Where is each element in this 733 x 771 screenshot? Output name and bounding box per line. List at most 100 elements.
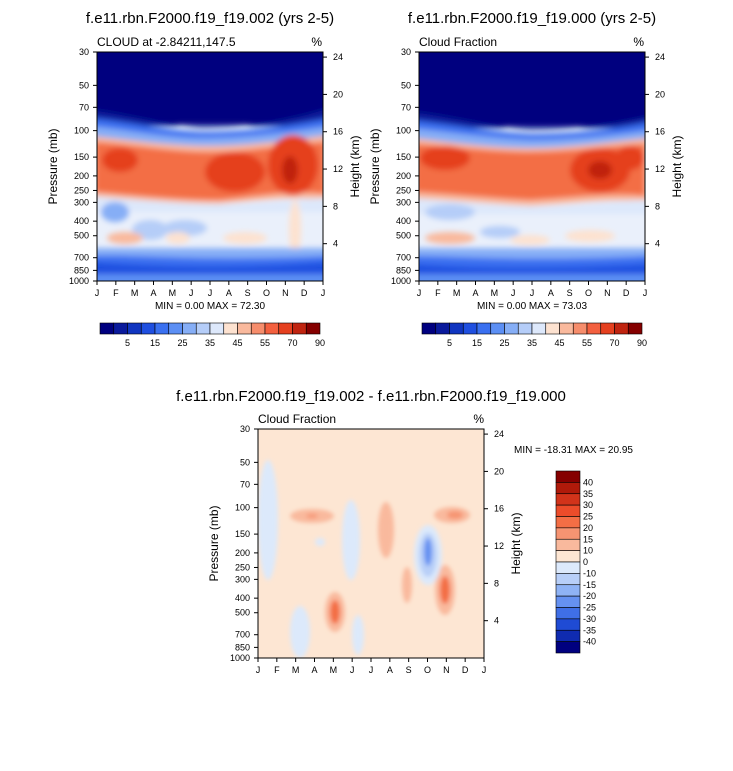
- panel-c-pressure-tick-label: 400: [235, 593, 250, 603]
- panel-a-height-tick-label: 8: [333, 201, 338, 211]
- panel-c-pressure-tick-label: 1000: [230, 653, 250, 663]
- panel-c-month-tick-label: S: [406, 665, 412, 675]
- panel-a-colorbar-swatch: [250, 322, 266, 335]
- panel-a-pressure-tick-label: 50: [79, 80, 89, 90]
- panel-c-month-tick-label: A: [387, 665, 393, 675]
- panel-a-month-tick-label: F: [113, 288, 119, 298]
- panel-c-height-tick-label: 8: [494, 578, 499, 588]
- panel-c-colorbar-swatch: [555, 470, 581, 483]
- panel-a-pressure-tick-label: 1000: [69, 276, 89, 286]
- panel-c-month-tick-label: J: [482, 665, 487, 675]
- panel-b-units-label: %: [633, 35, 644, 49]
- panel-c-month-tick-label: F: [274, 665, 280, 675]
- panel-b-colorbar-label: 35: [527, 338, 537, 348]
- panel-a-pressure-tick-label: 250: [74, 185, 89, 195]
- panel-c-colorbar-label: -30: [583, 614, 596, 624]
- panel-a-colorbar-swatch: [127, 322, 142, 335]
- panel-b-colorbar-swatch: [421, 322, 437, 335]
- panel-b-month-tick-label: J: [417, 288, 422, 298]
- panel-b-month-tick-label: A: [548, 288, 554, 298]
- panel-a-pressure-tick-label: 70: [79, 102, 89, 112]
- panel-b-variable-label: Cloud Fraction: [419, 35, 497, 49]
- panel-a-height-tick-label: 24: [333, 52, 343, 62]
- panel-b-month-tick-label: O: [585, 288, 592, 298]
- panel-b-colorbar-swatch: [545, 322, 560, 335]
- panel-a-colorbar-swatch: [182, 322, 197, 335]
- panel-b-pressure-tick-label: 50: [401, 80, 411, 90]
- panel-c-height-tick-label: 20: [494, 466, 504, 476]
- panel-c-colorbar-swatch: [555, 618, 581, 631]
- panel-b-month-tick-label: J: [530, 288, 535, 298]
- panel-c-colorbar-swatch: [555, 629, 581, 642]
- panel-c-pressure-tick-label: 850: [235, 642, 250, 652]
- panel-c-colorbar-label: -40: [583, 637, 596, 647]
- panel-c-month-tick-label: N: [443, 665, 450, 675]
- panel-b-colorbar-swatch: [435, 322, 450, 335]
- panel-c-height-tick-label: 12: [494, 541, 504, 551]
- panel-b-height-tick-label: 8: [655, 201, 660, 211]
- panel-b-height-tick-label: 4: [655, 239, 660, 249]
- panel-a-height-tick-label: 20: [333, 89, 343, 99]
- panel-c-variable-label: Cloud Fraction: [258, 412, 336, 426]
- panel-b-month-tick-label: S: [567, 288, 573, 298]
- panel-a-colorbar-swatch: [305, 322, 321, 335]
- panel-c-colorbar-swatch: [555, 493, 581, 506]
- panel-b-month-tick-label: J: [511, 288, 516, 298]
- panel-b-pressure-tick-label: 400: [396, 216, 411, 226]
- panel-a: f.e11.rbn.F2000.f19_f19.002 (yrs 2-5) CL…: [86, 10, 334, 282]
- panel-c-height-tick-label: 4: [494, 616, 499, 626]
- panel-c-month-tick-label: J: [350, 665, 355, 675]
- panel-a-units-label: %: [311, 35, 322, 49]
- panel-c-contour-field: [258, 429, 484, 658]
- panel-c-colorbar-label: 40: [583, 477, 593, 487]
- panel-a-pressure-tick-label: 850: [74, 265, 89, 275]
- panel-b-colorbar-swatch: [517, 322, 533, 335]
- panel-a-colorbar-swatch: [292, 322, 307, 335]
- panel-c-pressure-tick-label: 50: [240, 457, 250, 467]
- panel-a-month-tick-label: O: [263, 288, 270, 298]
- panel-b-contour-field: [419, 52, 645, 281]
- panel-a-pressure-tick-label: 200: [74, 171, 89, 181]
- panel-a-month-tick-label: A: [226, 288, 232, 298]
- panel-b-colorbar-swatch: [600, 322, 615, 335]
- panel-a-month-tick-label: M: [131, 288, 139, 298]
- panel-c-title: f.e11.rbn.F2000.f19_f19.002 - f.e11.rbn.…: [176, 388, 566, 405]
- panel-c-pressure-tick-label: 100: [235, 503, 250, 513]
- panel-a-month-tick-label: S: [245, 288, 251, 298]
- panel-b-colorbar-label: 15: [472, 338, 482, 348]
- panel-c-colorbar-swatch: [555, 516, 581, 529]
- panel-a-title: f.e11.rbn.F2000.f19_f19.002 (yrs 2-5): [86, 10, 334, 27]
- panel-b-colorbar-swatch: [462, 322, 478, 335]
- panel-b-month-tick-label: F: [435, 288, 441, 298]
- panel-c-colorbar-label: -25: [583, 603, 596, 613]
- panel-a-colorbar-label: 70: [287, 338, 297, 348]
- panel-b-colorbar-swatch: [627, 322, 643, 335]
- panel-c-colorbar-swatch: [555, 538, 581, 551]
- panel-b-month-tick-label: M: [491, 288, 499, 298]
- panel-a-month-tick-label: J: [189, 288, 194, 298]
- panel-a-month-tick-label: J: [321, 288, 326, 298]
- panel-c-min-max: MIN = -18.31 MAX = 20.95: [514, 445, 633, 456]
- panel-a-colorbar-swatch: [209, 322, 225, 335]
- panel-b-pressure-tick-label: 150: [396, 152, 411, 162]
- panel-b-colorbar-label: 90: [637, 338, 647, 348]
- panel-a-colorbar-swatch: [264, 322, 280, 335]
- panel-c-pressure-tick-label: 250: [235, 562, 250, 572]
- panel-c-colorbar-label: 35: [583, 489, 593, 499]
- panel-c-month-tick-label: O: [424, 665, 431, 675]
- panel-c-colorbar-swatch: [555, 550, 581, 563]
- panel-c-pressure-tick-label: 70: [240, 479, 250, 489]
- panel-b-y-axis-label: Pressure (mb): [368, 128, 382, 204]
- panel-a-y-axis-label: Pressure (mb): [46, 128, 60, 204]
- panel-b-colorbar-swatch: [614, 322, 629, 335]
- panel-c: f.e11.rbn.F2000.f19_f19.002 - f.e11.rbn.…: [176, 388, 633, 659]
- panel-a-min-max: MIN = 0.00 MAX = 72.30: [155, 301, 265, 312]
- panel-a-height-tick-label: 16: [333, 127, 343, 137]
- panel-b-colorbar-swatch: [504, 322, 519, 335]
- panel-a-colorbar-swatch: [154, 322, 170, 335]
- generated-axes: 3050701001502002503004005007008501000481…: [46, 47, 684, 675]
- panel-a-pressure-tick-label: 300: [74, 197, 89, 207]
- panel-a-month-tick-label: J: [95, 288, 100, 298]
- panel-c-month-tick-label: A: [311, 665, 317, 675]
